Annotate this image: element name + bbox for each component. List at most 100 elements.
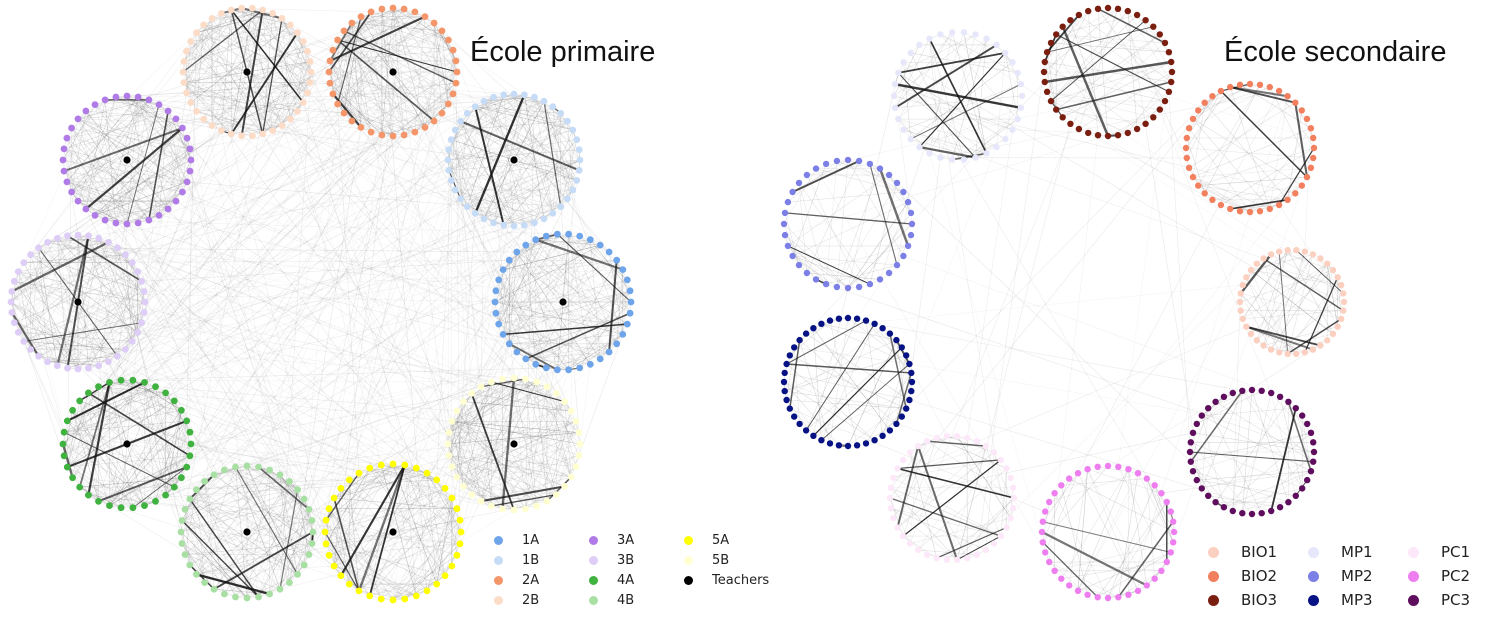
node-5A	[355, 469, 363, 477]
node-2A	[348, 117, 356, 125]
node-1A	[626, 287, 634, 295]
node-1B	[531, 219, 538, 227]
node-MP1	[1009, 126, 1016, 133]
node-1A	[499, 266, 507, 273]
node-5A	[321, 528, 329, 536]
node-2B	[248, 132, 256, 140]
node-BIO3	[1047, 39, 1055, 47]
node-BIO3	[1075, 125, 1083, 133]
node-4A	[162, 491, 170, 499]
node-2A	[449, 46, 457, 54]
node-2B	[294, 29, 301, 37]
legend-swatch-bio3	[1208, 594, 1219, 606]
node-1B	[500, 221, 508, 229]
node-4A	[69, 474, 76, 482]
node-MP1	[1014, 69, 1021, 77]
node-BIO1	[1253, 260, 1261, 267]
node-1B	[520, 221, 528, 229]
node-MP3	[903, 405, 910, 412]
teacher-node-5A	[389, 528, 397, 536]
legend-item-1b: 1B	[494, 553, 539, 568]
node-PC1	[906, 449, 914, 456]
node-MP3	[802, 427, 810, 434]
node-4B	[294, 486, 301, 493]
node-MP1	[948, 29, 956, 36]
node-BIO1	[1243, 323, 1250, 330]
legend-swatch-2a	[494, 576, 503, 585]
node-PC2	[1046, 498, 1053, 506]
node-3B	[85, 364, 92, 372]
node-5B	[448, 418, 456, 425]
node-2A	[367, 128, 375, 136]
node-4B	[186, 495, 194, 503]
node-2B	[187, 38, 195, 45]
node-PC3	[1220, 504, 1228, 511]
node-PC1	[990, 540, 998, 547]
node-PC3	[1186, 448, 1194, 456]
node-3B	[138, 319, 146, 327]
node-4A	[69, 406, 76, 414]
node-5A	[401, 595, 409, 603]
node-1A	[513, 248, 521, 256]
node-MP1	[891, 81, 899, 88]
node-3B	[134, 329, 142, 336]
node-2A	[367, 8, 375, 16]
node-BIO3	[1075, 11, 1083, 19]
node-BIO3	[1041, 78, 1049, 86]
node-MP2	[803, 171, 811, 179]
node-5B	[444, 440, 452, 448]
node-MP2	[900, 252, 907, 260]
node-2B	[193, 29, 200, 37]
node-1B	[451, 126, 459, 134]
node-3A	[101, 96, 109, 104]
node-BIO3	[1040, 68, 1048, 76]
node-MP3	[879, 432, 886, 439]
node-MP2	[908, 220, 916, 228]
node-PC1	[997, 532, 1005, 540]
class-cluster-3A	[59, 92, 195, 228]
node-3A	[123, 220, 131, 228]
class-cluster-4A	[59, 376, 195, 512]
node-BIO1	[1301, 349, 1309, 356]
node-3A	[179, 124, 186, 132]
node-PC3	[1268, 389, 1275, 397]
node-2A	[340, 109, 348, 117]
node-2B	[306, 58, 314, 65]
node-PC1	[887, 484, 894, 491]
node-1A	[619, 331, 627, 338]
node-2B	[227, 6, 235, 14]
node-2A	[378, 5, 386, 13]
node-2B	[208, 122, 216, 129]
node-PC1	[964, 434, 971, 442]
node-5A	[441, 572, 449, 580]
node-PC3	[1187, 439, 1195, 446]
legend-item-mp2: MP2	[1308, 567, 1373, 585]
node-4B	[221, 466, 228, 474]
node-2A	[329, 46, 337, 54]
legend-label-mp2: MP2	[1341, 567, 1373, 585]
node-2B	[193, 107, 200, 115]
node-MP3	[893, 420, 900, 428]
node-3A	[60, 145, 68, 153]
node-2B	[217, 10, 225, 17]
node-4B	[266, 590, 273, 598]
node-1B	[575, 146, 583, 154]
node-1A	[586, 360, 594, 368]
node-BIO2	[1284, 196, 1291, 203]
node-2A	[445, 100, 452, 108]
node-1B	[444, 156, 452, 164]
node-5A	[337, 484, 345, 492]
node-MP1	[1002, 49, 1009, 57]
node-PC2	[1058, 482, 1065, 489]
node-2B	[259, 6, 267, 14]
node-BIO2	[1298, 182, 1306, 189]
class-cluster-PC1	[886, 433, 1018, 563]
node-5A	[456, 540, 464, 548]
node-4A	[178, 406, 185, 414]
node-BIO3	[1114, 132, 1122, 139]
node-MP3	[810, 432, 817, 439]
node-3B	[95, 234, 103, 242]
legend-item-pc1: PC1	[1408, 543, 1470, 561]
legend-swatch-1a	[494, 536, 503, 545]
node-PC3	[1198, 412, 1206, 419]
